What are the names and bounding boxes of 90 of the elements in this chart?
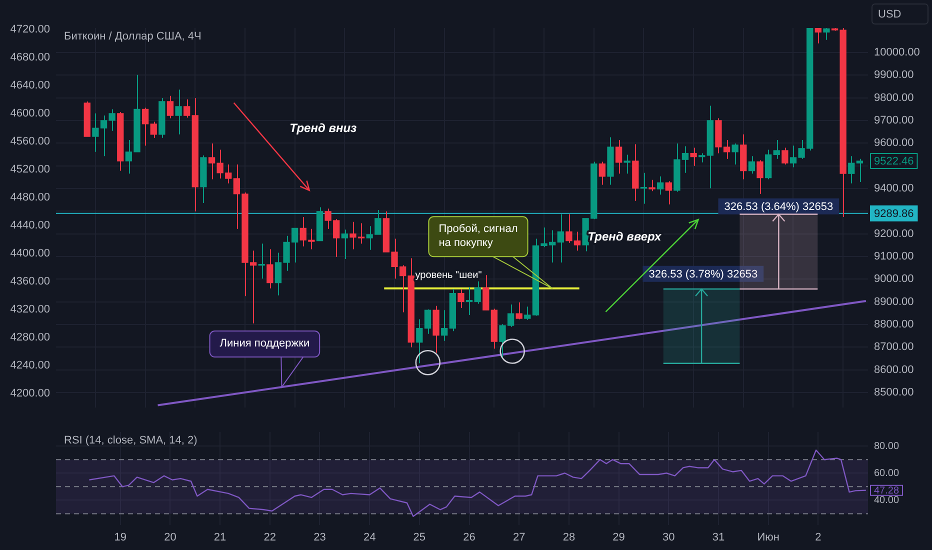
x-tick-label: 27 [512, 531, 526, 544]
y-tick-label: 60.00 [874, 468, 900, 479]
text: Линия поддержки [220, 338, 310, 350]
y2-tick-label: 9000.00 [874, 273, 914, 286]
candlestick [175, 89, 182, 135]
candlestick [764, 149, 772, 180]
chart-title: RSI (14, close, SMA, 14, 2) [64, 434, 198, 447]
candlestick [665, 180, 672, 205]
x-tick-label: 25 [413, 531, 426, 544]
y2-tick-label: 9800.00 [874, 92, 914, 104]
y2-tick-label: 8600.00 [874, 364, 914, 376]
y-tick-label: 4240.00 [10, 359, 50, 372]
x-tick-label: 20 [164, 531, 176, 544]
candlestick [782, 147, 788, 165]
candlestick [557, 214, 564, 263]
x-tick-label: 22 [264, 531, 276, 544]
annotation: 326.53 (3.78%) 32653 [648, 268, 758, 280]
candlestick [524, 306, 531, 320]
x-tick-label: 31 [712, 531, 725, 544]
annotation: Тренд вверх [588, 229, 663, 244]
candlestick [814, 28, 822, 44]
y-tick-label: 4280.00 [10, 331, 50, 344]
candlestick [648, 179, 656, 192]
annotation: Пробой, сигнал на покупку [438, 223, 518, 250]
text: 47.28 [874, 486, 900, 497]
y2-tick-label: 9400.00 [874, 182, 914, 194]
candlestick [441, 310, 448, 342]
y-tick-label: 4480.00 [10, 191, 50, 204]
y-tick-label: 4560.00 [10, 135, 50, 148]
candlestick [657, 176, 664, 196]
y2-tick-label: 9900.00 [874, 69, 914, 82]
y-tick-label: 4320.00 [10, 303, 50, 316]
candlestick [698, 152, 706, 163]
candlestick [598, 161, 606, 186]
candlestick [848, 156, 855, 184]
text: USD [878, 8, 902, 21]
annotation: Тренд вниз [290, 121, 357, 136]
y2-tick-label: 9100.00 [874, 250, 914, 262]
candlestick [756, 160, 764, 194]
y-tick-label: 4720.00 [10, 23, 50, 36]
y-tick-label: 4200.00 [10, 387, 50, 400]
y2-tick-label: 10000.00 [874, 46, 920, 59]
y-tick-label: 4680.00 [10, 51, 50, 64]
candlestick [823, 28, 830, 40]
y-tick-label: 4600.00 [10, 107, 50, 120]
x-tick-label: 21 [214, 531, 226, 544]
candlestick [516, 302, 522, 320]
y-tick-label: 4640.00 [10, 79, 50, 92]
x-tick-label: 23 [314, 531, 326, 544]
x-tick-label: 19 [114, 531, 127, 544]
y2-tick-label: 9200.00 [874, 228, 914, 240]
x-tick-label: 24 [363, 531, 376, 544]
candlestick [266, 248, 274, 289]
candlestick [773, 140, 780, 160]
x-tick-label: 2 [815, 531, 822, 544]
candlestick [482, 274, 490, 311]
candlestick [748, 156, 756, 174]
annotation: 326.53 (3.64%) 32653 [724, 200, 834, 213]
candlestick [166, 95, 174, 119]
x-tick-label: Июн [757, 531, 780, 544]
y2-tick-label: 8700.00 [874, 341, 914, 354]
text: 9522.46 [874, 156, 914, 168]
y2-tick-label: 8900.00 [874, 296, 914, 308]
candlestick [624, 154, 630, 174]
x-tick-label: 30 [662, 531, 675, 544]
ref-line-label: 9289.86 [874, 208, 914, 220]
y-tick-label: 4440.00 [10, 219, 50, 232]
chart-title: Биткоин / Доллар США, 4Ч [64, 30, 202, 43]
candlestick [458, 288, 464, 308]
candlestick [615, 140, 622, 174]
y-tick-label: 4520.00 [10, 163, 50, 176]
y-tick-label: 4400.00 [10, 247, 50, 260]
candlestick [150, 121, 157, 138]
candlestick [142, 107, 149, 146]
x-tick-label: 28 [562, 531, 576, 544]
candlestick [690, 147, 697, 166]
candlestick [732, 143, 738, 165]
y2-tick-label: 9600.00 [874, 137, 914, 150]
x-tick-label: 26 [463, 531, 476, 544]
candlestick [856, 158, 864, 182]
y2-tick-label: 8800.00 [874, 318, 914, 330]
candlestick [184, 98, 190, 118]
y-tick-label: 40.00 [874, 494, 900, 506]
x-tick-label: 29 [612, 531, 625, 544]
y2-tick-label: 8500.00 [874, 386, 914, 398]
candlestick [341, 229, 348, 260]
y-tick-label: 4360.00 [10, 275, 50, 288]
y-tick-label: 80.00 [874, 440, 900, 452]
series-label: уровень "шеи" [415, 270, 482, 282]
y2-tick-label: 9700.00 [874, 114, 914, 126]
